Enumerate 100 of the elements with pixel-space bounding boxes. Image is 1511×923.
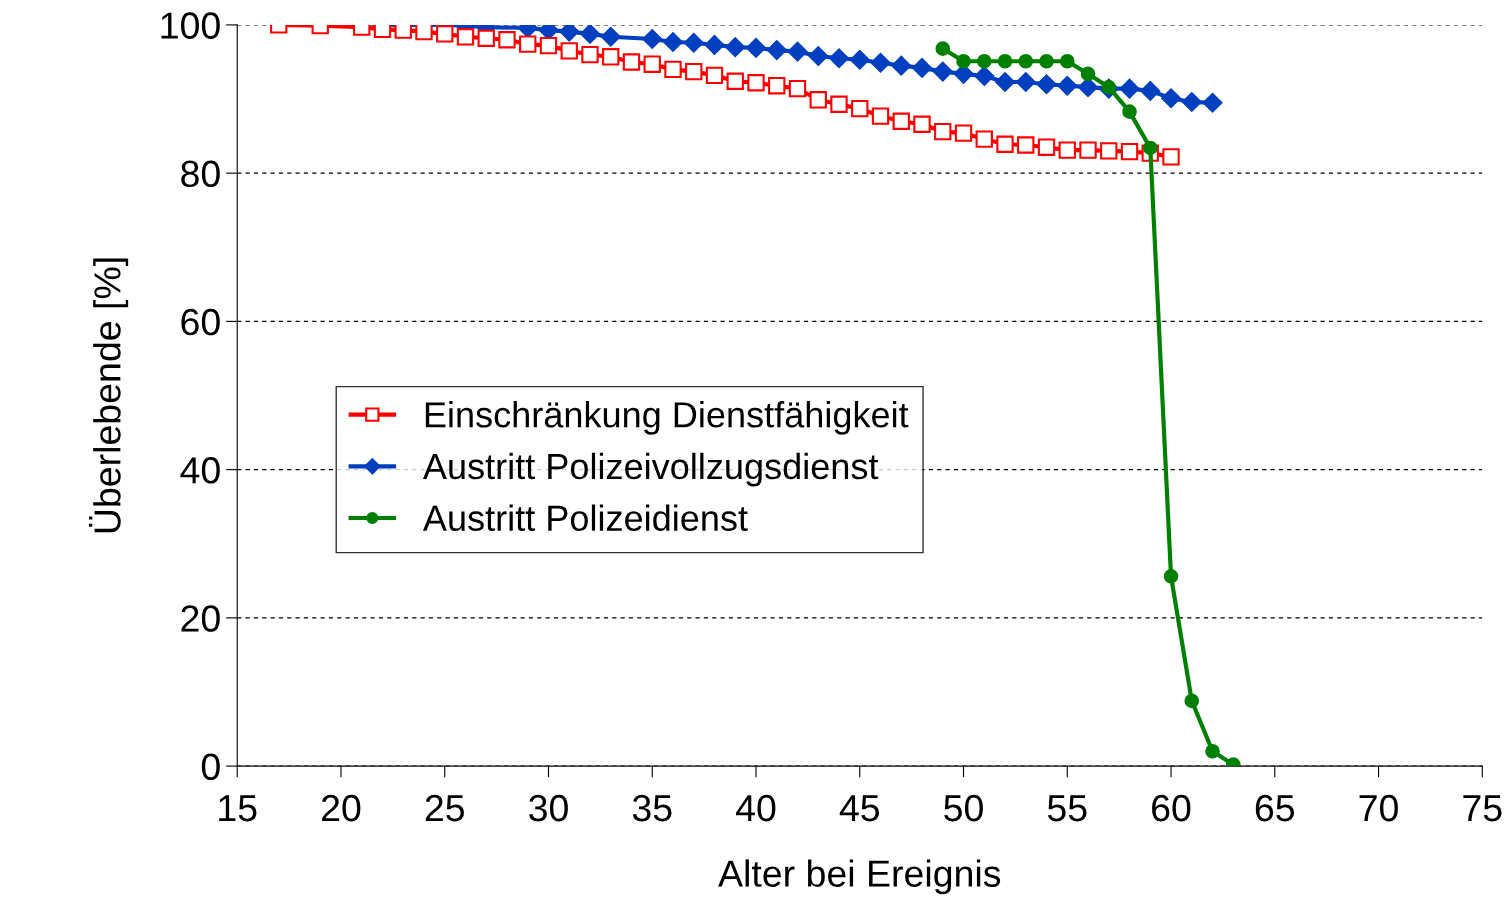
point [809, 91, 827, 109]
point [851, 99, 869, 118]
point [1059, 53, 1075, 69]
point [415, 24, 433, 41]
point [643, 55, 661, 73]
point [1163, 569, 1179, 584]
y-tick-label: 20 [181, 605, 220, 632]
point [559, 24, 580, 42]
x-tick-label: 40 [736, 794, 776, 822]
point [1017, 136, 1035, 154]
point [477, 29, 495, 47]
point [1080, 66, 1096, 82]
legend-label: Austritt Polizeidienst [422, 504, 748, 532]
point [1120, 142, 1139, 161]
point [726, 72, 744, 90]
x-tick-label: 70 [1359, 794, 1398, 822]
point [768, 77, 786, 95]
point [725, 37, 746, 58]
point [871, 107, 890, 125]
point [870, 52, 891, 73]
point [1161, 88, 1181, 109]
point [830, 95, 848, 113]
point [538, 24, 559, 40]
y-tick-label: 100 [161, 12, 220, 39]
point [1202, 92, 1223, 113]
point [997, 53, 1013, 69]
y-tick-label: 80 [181, 160, 220, 188]
point [1079, 141, 1097, 159]
point [995, 72, 1015, 92]
y-axis-title: Überlebende [%] [88, 258, 129, 533]
point [808, 46, 829, 66]
y-tick-label: 40 [180, 457, 220, 484]
point [560, 42, 578, 60]
x-tick-label: 20 [322, 794, 361, 822]
y-tick-label: 0 [201, 753, 220, 781]
point [829, 48, 849, 69]
point [975, 130, 993, 148]
point [1039, 53, 1054, 69]
point [747, 74, 765, 92]
x-tick-label: 65 [1255, 794, 1295, 822]
point [1015, 72, 1036, 92]
point [935, 41, 951, 56]
x-tick-label: 55 [1047, 795, 1087, 822]
x-tick-label: 15 [219, 795, 257, 822]
x-tick-label: 45 [839, 795, 880, 822]
x-tick-label: 60 [1152, 794, 1191, 822]
point [498, 31, 516, 49]
point [956, 53, 971, 69]
point [976, 53, 992, 69]
point [683, 32, 704, 53]
point [934, 122, 952, 141]
point [913, 115, 931, 133]
point [787, 41, 808, 62]
point [642, 29, 663, 49]
point [1205, 743, 1220, 759]
point [436, 25, 454, 43]
x-axis-title: Alter bei Ereignis [718, 859, 1001, 895]
point [1140, 81, 1161, 101]
x-tick-label: 75 [1463, 795, 1502, 822]
point [685, 62, 703, 81]
point [1057, 75, 1078, 96]
point [1078, 77, 1098, 98]
point [539, 36, 558, 55]
point [954, 124, 973, 142]
point [1181, 92, 1202, 112]
point [746, 38, 766, 58]
point [705, 66, 724, 84]
x-tick-label: 25 [425, 794, 465, 822]
y-tick-label: 60 [181, 308, 220, 336]
point [912, 58, 932, 78]
point [622, 53, 641, 71]
point [580, 24, 600, 44]
point [581, 45, 599, 64]
point [664, 60, 682, 79]
point [663, 32, 683, 52]
point [932, 61, 953, 82]
point [1162, 148, 1180, 166]
x-tick-label: 35 [632, 794, 672, 822]
point [456, 28, 475, 46]
legend-label: Einschränkung Dienstfähigkeit [425, 401, 909, 435]
point [766, 40, 787, 60]
point [519, 35, 537, 53]
x-tick-label: 50 [944, 794, 983, 822]
point [1018, 53, 1034, 69]
point [704, 35, 725, 55]
point [849, 49, 870, 70]
point [891, 55, 912, 76]
point [788, 79, 807, 98]
point [1100, 142, 1118, 160]
legend-label: Austritt Polizeivollzugsdienst [422, 452, 879, 487]
point [1184, 693, 1200, 709]
point [1122, 104, 1137, 119]
x-tick-label: 30 [529, 794, 568, 822]
point [1036, 74, 1057, 95]
point [974, 66, 995, 86]
point [996, 135, 1014, 153]
point [1142, 140, 1158, 156]
point [1058, 141, 1076, 159]
point [602, 48, 620, 66]
point [1037, 138, 1056, 156]
